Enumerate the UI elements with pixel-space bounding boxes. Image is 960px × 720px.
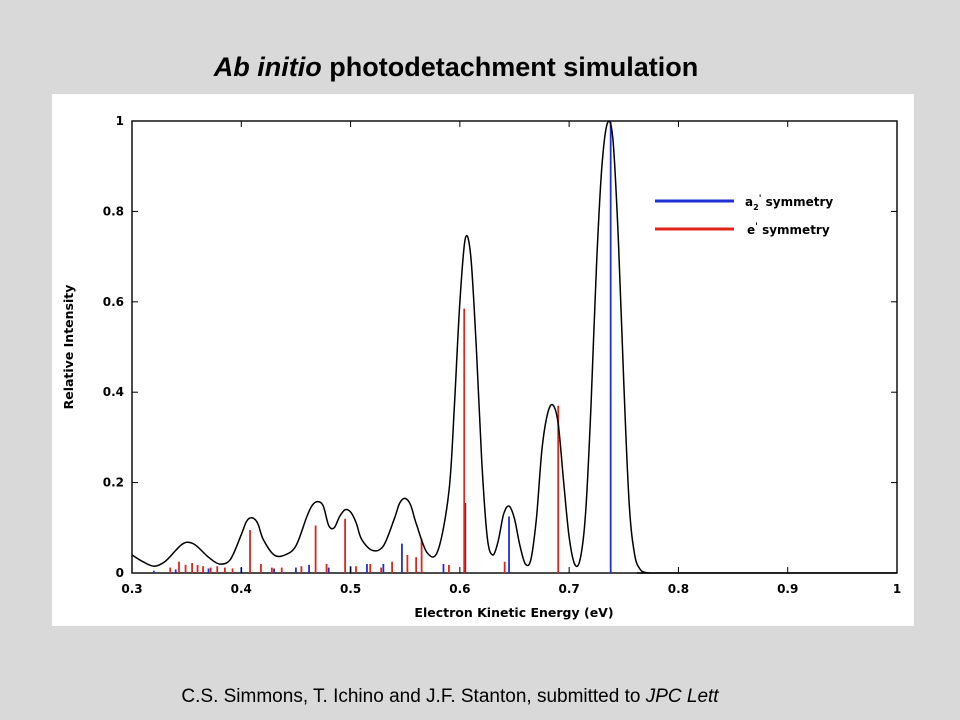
- legend-label-a2-prime: ': [759, 194, 762, 204]
- chart-panel: 0.3 0.4 0.5 0.6 0.7 0.8 0.9 1 0 0.2 0.4 0.6 0.8 1 El…: [52, 94, 914, 626]
- legend-label-a2: a2' symmetry: [745, 194, 833, 212]
- x-tick-label: 0.8: [668, 582, 689, 596]
- plot-frame: [131, 120, 898, 574]
- slide-title-italic: Ab initio: [213, 52, 322, 82]
- y-tick-label: 0: [116, 566, 124, 580]
- legend-label-a2-base: a: [745, 195, 753, 209]
- x-tick-label: 0.3: [121, 582, 142, 596]
- legend: a2' symmetry e' symmetry: [655, 194, 833, 237]
- y-tick-label: 0.6: [103, 295, 124, 309]
- y-tick-label: 0.4: [103, 385, 124, 399]
- x-tick-label: 0.6: [449, 582, 470, 596]
- x-tick-label: 0.5: [340, 582, 361, 596]
- x-tick-label: 0.4: [231, 582, 252, 596]
- legend-label-a2-rest: symmetry: [761, 195, 833, 209]
- legend-label-e: e' symmetry: [747, 222, 830, 237]
- photodetachment-chart: 0.3 0.4 0.5 0.6 0.7 0.8 0.9 1 0 0.2 0.4 0.6 0.8 1 El…: [61, 114, 901, 620]
- citation: C.S. Simmons, T. Ichino and J.F. Stanton…: [0, 686, 900, 708]
- y-axis-label: Relative Intensity: [61, 285, 76, 410]
- citation-main: C.S. Simmons, T. Ichino and J.F. Stanton…: [181, 686, 646, 707]
- a2-sticks-group: [152, 121, 612, 573]
- x-axis-label: Electron Kinetic Energy (eV): [414, 605, 613, 620]
- y-tick-label: 1: [116, 114, 124, 128]
- x-tick-label: 0.9: [777, 582, 798, 596]
- slide-title: Ab initio photodetachment simulation: [0, 52, 912, 83]
- x-tick-label: 1: [893, 582, 901, 596]
- y-tick-label: 0.2: [103, 476, 124, 490]
- y-ticks-group: 0 0.2 0.4 0.6 0.8 1: [103, 114, 897, 580]
- legend-label-e-prime: ': [755, 222, 758, 232]
- y-tick-label: 0.8: [103, 204, 124, 218]
- legend-label-e-rest: symmetry: [758, 223, 830, 237]
- envelope-curve: [131, 120, 897, 574]
- x-ticks-group: 0.3 0.4 0.5 0.6 0.7 0.8 0.9 1: [121, 121, 901, 596]
- x-tick-label: 0.7: [559, 582, 580, 596]
- legend-label-a2-sub: 2: [753, 203, 759, 212]
- slide-title-rest: photodetachment simulation: [321, 52, 699, 82]
- e-sticks-group: [169, 308, 560, 573]
- legend-label-e-base: e: [747, 223, 755, 237]
- citation-journal: JPC Lett: [645, 686, 719, 707]
